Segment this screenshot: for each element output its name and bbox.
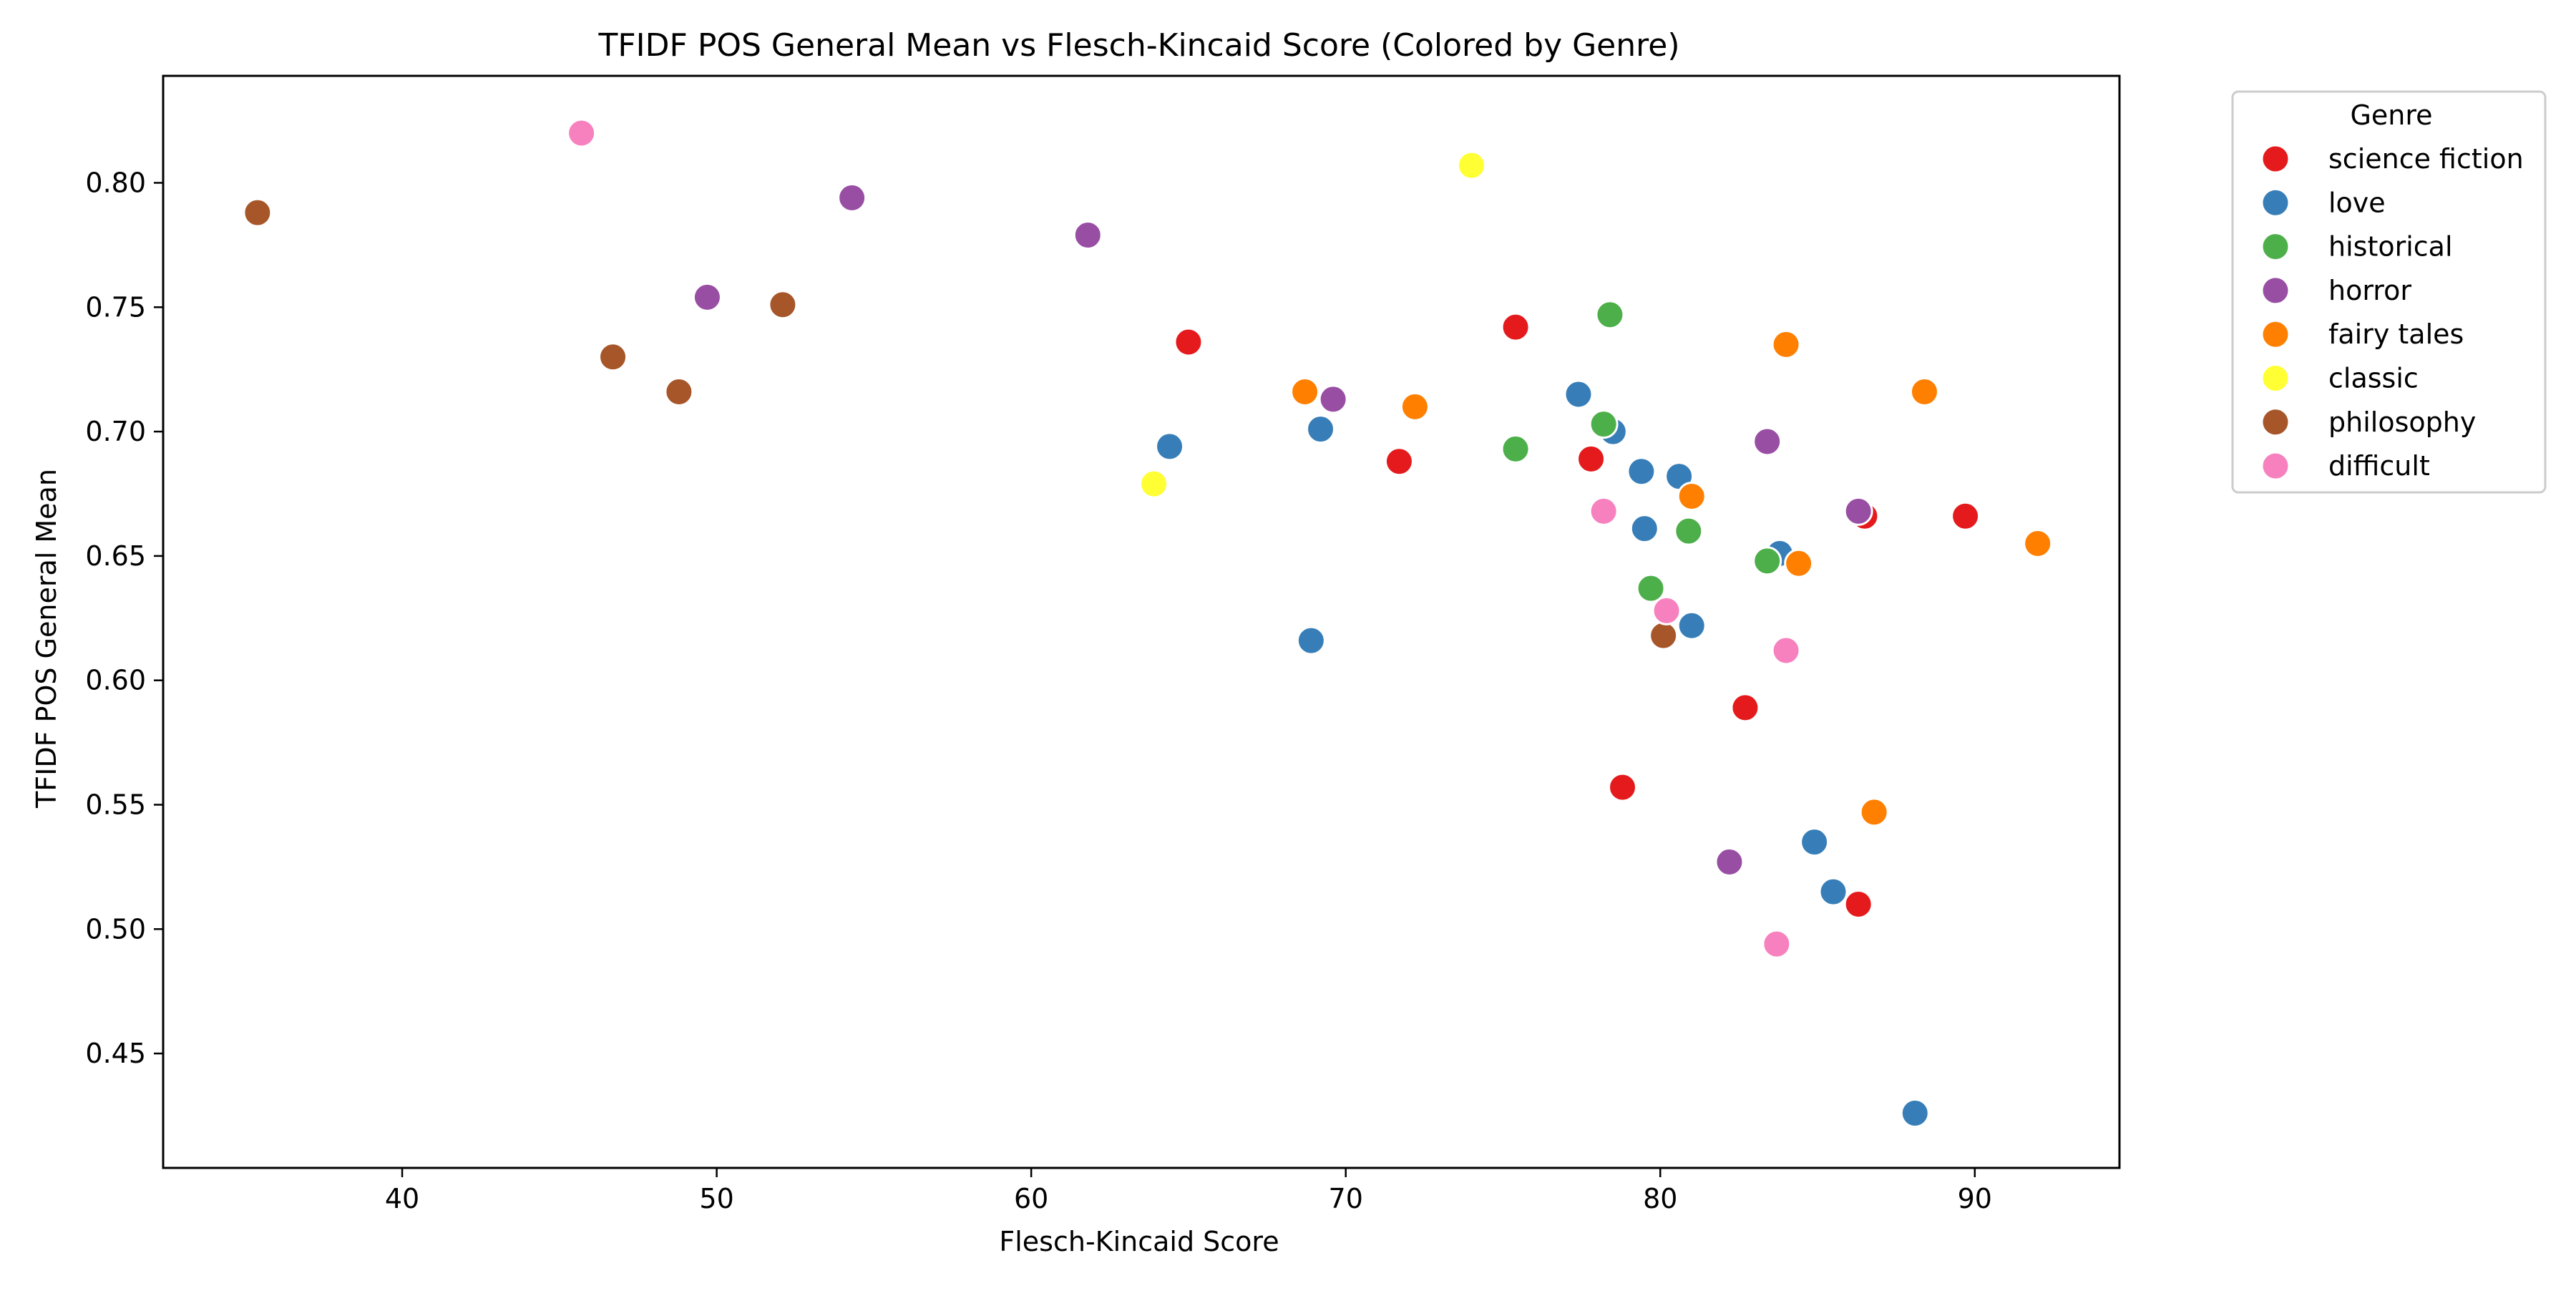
point-science-fiction xyxy=(1576,444,1606,474)
point-science-fiction xyxy=(1174,327,1204,357)
chart-title: TFIDF POS General Mean vs Flesch-Kincaid… xyxy=(597,27,1679,64)
legend-marker xyxy=(2260,451,2290,481)
point-horror xyxy=(1752,427,1782,457)
point-love xyxy=(1563,379,1594,409)
point-fairy-tales xyxy=(1859,797,1889,827)
point-historical xyxy=(1752,546,1782,576)
x-axis-label: Flesch-Kincaid Score xyxy=(999,1226,1279,1257)
point-fairy-tales xyxy=(2023,529,2053,559)
y-tick-label: 0.75 xyxy=(85,291,146,323)
point-love xyxy=(1677,610,1707,640)
point-horror xyxy=(692,282,722,312)
legend-label: philosophy xyxy=(2328,406,2476,438)
point-love xyxy=(1629,514,1659,544)
legend-label: classic xyxy=(2328,363,2419,394)
legend-marker xyxy=(2260,364,2290,393)
point-horror xyxy=(1318,384,1348,414)
y-tick-label: 0.80 xyxy=(85,167,146,198)
point-science-fiction xyxy=(1608,772,1638,802)
point-horror xyxy=(1714,847,1745,877)
legend-marker xyxy=(2260,407,2290,437)
x-tick-label: 70 xyxy=(1329,1183,1363,1214)
plot-area: 40 50 60 70 80 90 0.45 0.50 0.55 0.60 0.65 0.70 0.75… xyxy=(85,74,2121,1214)
legend-label: fairy tales xyxy=(2328,318,2464,350)
point-horror xyxy=(1073,220,1103,250)
point-philosophy xyxy=(598,342,628,372)
point-love xyxy=(1900,1098,1930,1129)
point-love xyxy=(1626,457,1657,487)
point-historical xyxy=(1589,409,1619,439)
point-science-fiction xyxy=(1730,693,1760,723)
point-philosophy xyxy=(1649,620,1679,651)
point-classic xyxy=(1139,469,1169,499)
point-fairy-tales xyxy=(1909,376,1939,406)
y-tick-label: 0.45 xyxy=(85,1038,146,1069)
y-tick-label: 0.55 xyxy=(85,789,146,820)
point-difficult xyxy=(1762,929,1792,959)
legend: Genre science fiction love historical horro… xyxy=(2231,90,2547,494)
point-science-fiction xyxy=(1843,890,1873,920)
point-love xyxy=(1818,877,1848,907)
y-tick-label: 0.70 xyxy=(85,416,146,447)
point-difficult xyxy=(1589,496,1619,526)
point-fairy-tales xyxy=(1784,548,1814,578)
legend-label: love xyxy=(2328,187,2386,218)
point-horror xyxy=(837,182,867,213)
x-tick-label: 60 xyxy=(1014,1183,1048,1214)
point-fairy-tales xyxy=(1677,481,1707,511)
point-historical xyxy=(1674,516,1704,546)
data-points xyxy=(243,118,2053,1129)
point-difficult xyxy=(1652,595,1682,625)
legend-label: historical xyxy=(2328,231,2453,263)
point-philosophy xyxy=(664,376,694,406)
point-fairy-tales xyxy=(1400,391,1430,422)
point-historical xyxy=(1501,434,1531,464)
legend-title: Genre xyxy=(2350,99,2432,131)
point-love xyxy=(1306,414,1336,444)
y-tick-label: 0.65 xyxy=(85,540,146,572)
point-horror xyxy=(1843,496,1873,526)
legend-frame xyxy=(2231,90,2547,494)
point-philosophy xyxy=(243,198,273,228)
y-tick-label: 0.60 xyxy=(85,665,146,696)
legend-marker xyxy=(2260,187,2290,218)
point-love xyxy=(1800,827,1830,857)
point-difficult xyxy=(567,118,597,148)
x-tick-label: 40 xyxy=(385,1183,419,1214)
legend-marker xyxy=(2260,232,2290,262)
x-tick-label: 90 xyxy=(1958,1183,1992,1214)
point-fairy-tales xyxy=(1290,376,1320,406)
point-historical xyxy=(1595,300,1625,330)
point-science-fiction xyxy=(1951,501,1981,531)
legend-label: science fiction xyxy=(2328,143,2524,175)
plot-frame xyxy=(162,74,2121,1169)
point-love xyxy=(1296,625,1326,656)
point-science-fiction xyxy=(1501,312,1531,342)
legend-label: horror xyxy=(2328,275,2411,306)
legend-marker xyxy=(2260,276,2290,306)
point-difficult xyxy=(1771,635,1801,666)
legend-marker xyxy=(2260,144,2290,174)
point-fairy-tales xyxy=(1771,329,1801,359)
point-philosophy xyxy=(768,290,798,320)
legend-marker xyxy=(2260,319,2290,349)
y-tick-label: 0.50 xyxy=(85,913,146,945)
point-science-fiction xyxy=(1384,447,1414,477)
point-historical xyxy=(1636,573,1666,603)
point-classic xyxy=(1457,150,1487,180)
point-love xyxy=(1155,432,1185,462)
y-axis-label: TFIDF POS General Mean xyxy=(31,469,62,809)
x-tick-label: 50 xyxy=(699,1183,733,1214)
legend-label: difficult xyxy=(2328,450,2430,482)
x-tick-label: 80 xyxy=(1643,1183,1677,1214)
